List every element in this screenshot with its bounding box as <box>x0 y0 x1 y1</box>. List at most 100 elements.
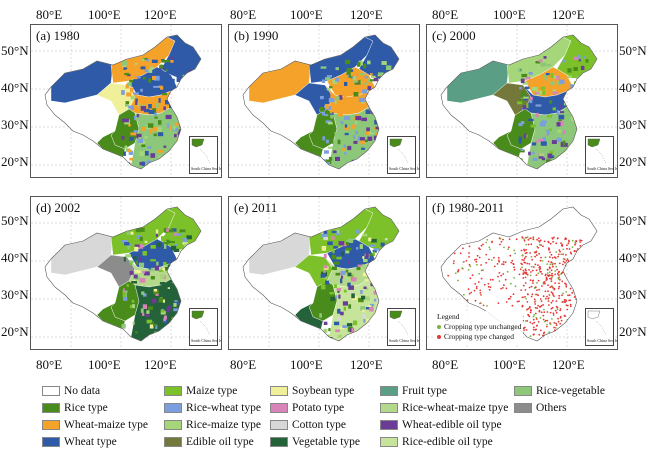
county-patch <box>173 95 178 98</box>
county-patch <box>148 109 155 115</box>
change-dot <box>573 296 576 298</box>
county-patch <box>532 142 537 146</box>
change-dot <box>524 289 527 291</box>
county-patch <box>333 261 340 265</box>
county-patch <box>362 233 368 237</box>
lon-tick: 100°E <box>88 7 121 22</box>
county-patch <box>563 159 567 162</box>
county-patch <box>141 144 146 148</box>
county-patch <box>171 317 177 322</box>
inset-label: South China Sea Islands <box>587 166 618 171</box>
change-dot <box>552 287 554 289</box>
county-patch <box>526 103 529 108</box>
county-patch <box>371 75 376 79</box>
county-patch <box>324 114 329 117</box>
lon-tick: 120°E <box>552 7 585 22</box>
change-dot <box>469 277 472 280</box>
change-legend: Legend Cropping type unchanged Cropping … <box>435 311 524 343</box>
change-dot <box>513 266 515 269</box>
county-patch <box>328 97 334 103</box>
change-dot <box>510 261 513 264</box>
county-patch <box>131 290 136 294</box>
county-patch <box>150 259 156 262</box>
change-dot <box>573 268 576 271</box>
change-dot <box>545 279 548 281</box>
county-patch <box>187 74 194 78</box>
county-patch <box>535 112 539 118</box>
county-patch <box>330 102 335 107</box>
change-dot <box>534 303 537 305</box>
change-dot <box>555 251 558 253</box>
change-dot <box>529 321 532 324</box>
change-dot <box>518 273 521 276</box>
county-patch <box>158 98 161 103</box>
county-patch <box>155 229 159 234</box>
county-patch <box>186 291 191 295</box>
change-dot <box>523 259 525 261</box>
change-dot <box>559 309 561 312</box>
change-dot <box>548 331 550 333</box>
change-dot <box>566 258 569 260</box>
county-patch <box>360 306 365 311</box>
change-dot <box>578 296 581 299</box>
change-dot <box>563 314 566 317</box>
county-patch <box>367 305 372 308</box>
county-patch <box>123 288 126 293</box>
change-dot <box>570 329 573 332</box>
county-patch <box>333 284 337 288</box>
change-dot <box>521 266 523 269</box>
change-dot <box>581 267 583 270</box>
change-dot <box>573 273 575 276</box>
lon-tick: 80°E <box>230 7 257 22</box>
county-patch <box>125 69 130 72</box>
change-dot <box>549 263 552 266</box>
county-patch <box>350 274 354 279</box>
county-patch <box>556 122 561 127</box>
county-patch <box>170 245 177 251</box>
change-dot <box>536 281 538 284</box>
china-map <box>229 25 419 177</box>
county-patch <box>186 102 193 107</box>
county-patch <box>351 293 355 299</box>
change-dot <box>497 302 500 304</box>
county-patch <box>579 106 583 110</box>
county-patch <box>520 64 525 68</box>
legend-label: Vegetable type <box>292 436 361 448</box>
change-dot <box>561 330 564 333</box>
county-patch <box>160 274 165 279</box>
change-dot <box>500 274 503 277</box>
change-dot <box>558 274 560 276</box>
change-dot <box>546 319 549 322</box>
county-patch <box>172 104 176 110</box>
county-patch <box>173 248 180 252</box>
county-patch <box>518 122 523 127</box>
change-dot <box>562 263 564 266</box>
county-patch <box>381 61 387 65</box>
change-dot <box>542 295 545 298</box>
county-patch <box>358 79 361 85</box>
change-dot <box>508 238 511 240</box>
county-patch <box>578 140 585 143</box>
change-dot <box>526 301 529 303</box>
county-patch <box>348 285 354 290</box>
change-dot <box>531 258 534 261</box>
change-dot <box>527 307 530 310</box>
county-patch <box>573 92 579 98</box>
county-patch <box>167 328 170 333</box>
change-dot <box>551 272 553 275</box>
county-patch <box>333 100 337 105</box>
change-dot <box>573 313 575 316</box>
county-patch <box>338 95 343 100</box>
lat-tick: 40°N <box>1 80 29 95</box>
county-patch <box>386 254 390 258</box>
county-patch <box>384 263 388 268</box>
change-dot <box>505 301 508 303</box>
legend-label: Cotton type <box>292 419 346 431</box>
change-dot <box>529 279 532 282</box>
county-patch <box>165 99 171 105</box>
county-patch <box>183 76 188 79</box>
change-dot <box>562 258 565 260</box>
change-dot <box>560 242 562 244</box>
legend-item-maize: Maize type <box>164 384 237 398</box>
inset-label: South China Sea Islands <box>587 338 618 343</box>
